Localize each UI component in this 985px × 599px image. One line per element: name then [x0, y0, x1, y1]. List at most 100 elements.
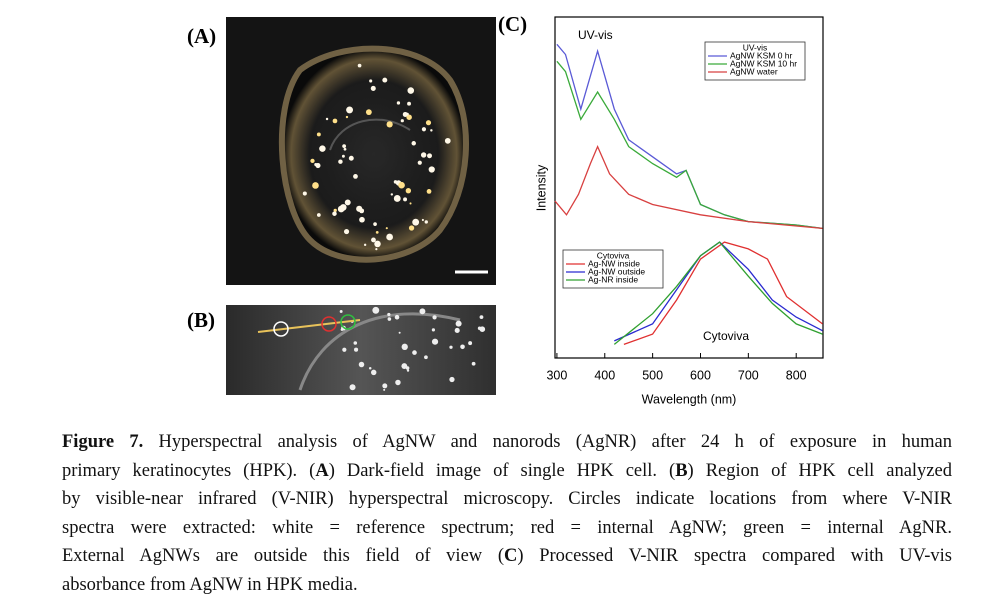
particle	[340, 204, 347, 211]
particle	[387, 121, 393, 127]
particle	[455, 328, 460, 333]
panel-label: (B)	[187, 308, 215, 332]
particle	[407, 102, 411, 106]
particle	[312, 182, 319, 189]
particle	[425, 220, 428, 223]
caption-line: spectra were extracted: white = referenc…	[62, 514, 952, 543]
particle	[349, 156, 354, 161]
caption-bold: B	[675, 461, 687, 481]
particle	[407, 87, 414, 94]
particle	[409, 225, 414, 230]
particle	[410, 202, 412, 204]
particle	[427, 153, 432, 158]
particle	[422, 127, 426, 131]
particle	[386, 227, 388, 229]
particle	[394, 180, 398, 184]
particle	[426, 120, 431, 125]
particle	[445, 138, 451, 144]
y-axis-label: Intensity	[534, 164, 548, 211]
caption-text: spectra were extracted: white = referenc…	[62, 518, 952, 538]
particle	[397, 101, 400, 104]
particle	[388, 317, 392, 321]
particle	[333, 119, 338, 124]
particle	[401, 119, 404, 122]
particle	[374, 241, 381, 248]
particle	[359, 217, 365, 223]
particle	[317, 132, 321, 136]
caption-line: Figure 7. Hyperspectral analysis of AgNW…	[62, 428, 952, 457]
spectrum-line	[555, 147, 823, 229]
particle	[418, 161, 422, 165]
caption-line: External AgNWs are outside this field of…	[62, 542, 952, 571]
x-tick-label: 300	[546, 368, 567, 382]
particle	[480, 326, 486, 332]
particle	[359, 362, 365, 368]
particle	[468, 341, 472, 345]
caption-bold: C	[504, 546, 517, 566]
figure: (A) (B) (C) UV-vis Cytoviva Wavelength (…	[0, 0, 985, 420]
caption-text: absorbance from AgNW in HPK media.	[62, 575, 358, 595]
caption-text: ) Processed V-NIR spectra compared with …	[517, 546, 952, 566]
particle	[401, 363, 407, 369]
particle	[376, 231, 379, 234]
x-tick-label: 700	[738, 368, 759, 382]
particle	[353, 174, 358, 179]
caption-text: Hyperspectral analysis of AgNW and nanor…	[143, 432, 952, 452]
particle	[411, 141, 415, 145]
particle	[456, 321, 462, 327]
particle	[449, 377, 454, 382]
particle	[372, 307, 379, 314]
particle	[406, 113, 409, 116]
particle	[303, 191, 307, 195]
particle	[383, 389, 385, 391]
particle	[419, 308, 425, 314]
caption-line: primary keratinocytes (HPK). (A) Dark-fi…	[62, 457, 952, 486]
spectrum-line	[557, 61, 823, 228]
panel-label: (A)	[187, 24, 216, 48]
particle	[394, 195, 401, 202]
particle	[421, 152, 426, 157]
x-tick-label: 400	[594, 368, 615, 382]
particle	[369, 367, 372, 370]
particle	[407, 369, 409, 371]
particle	[317, 213, 321, 217]
particle	[326, 118, 328, 120]
particle	[342, 348, 346, 352]
particle	[338, 159, 342, 163]
particle	[395, 315, 400, 320]
particle	[412, 219, 419, 226]
annotation: UV-vis	[578, 28, 613, 42]
particle	[359, 208, 364, 213]
particle	[424, 355, 428, 359]
particle	[399, 332, 401, 334]
particle	[354, 341, 358, 345]
particle	[332, 211, 337, 216]
legend-label: Ag-NR inside	[588, 274, 638, 284]
particle	[358, 64, 362, 68]
legend-label: AgNW water	[730, 66, 778, 76]
particle	[432, 339, 438, 345]
particle	[382, 78, 387, 83]
particle	[315, 163, 320, 168]
caption-text: by visible-near infrared (V-NIR) hypersp…	[62, 489, 952, 509]
particle	[402, 344, 408, 350]
caption-line: by visible-near infrared (V-NIR) hypersp…	[62, 485, 952, 514]
particle	[375, 248, 377, 250]
particle	[432, 315, 436, 319]
particle	[310, 159, 314, 163]
particle	[398, 182, 405, 189]
particle	[432, 328, 435, 331]
particle	[340, 310, 343, 313]
x-axis-label: Wavelength (nm)	[642, 392, 737, 406]
x-tick-label: 600	[690, 368, 711, 382]
particle	[342, 144, 346, 148]
particle	[422, 219, 424, 221]
particle	[366, 109, 372, 115]
hyperspectral-region-image	[226, 305, 496, 395]
particle	[350, 384, 356, 390]
particle	[395, 380, 400, 385]
particle	[342, 155, 345, 158]
particle	[344, 229, 349, 234]
particle	[382, 383, 387, 388]
